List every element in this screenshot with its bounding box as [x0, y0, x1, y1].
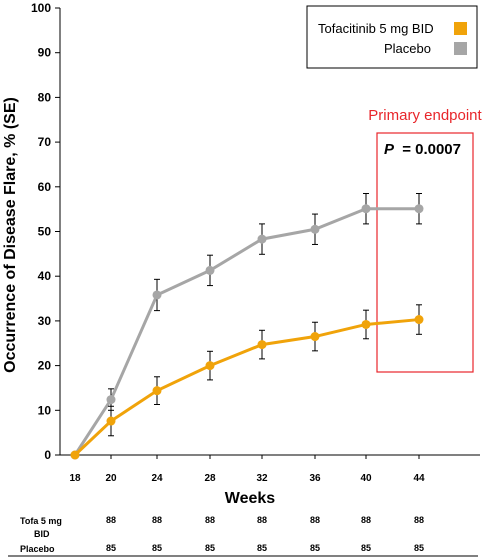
series-placebo — [70, 193, 424, 460]
at-risk-value: 85 — [310, 543, 320, 553]
x-tick-label: 28 — [204, 473, 216, 484]
at-risk-value: 88 — [310, 515, 320, 525]
at-risk-value: 85 — [414, 543, 424, 553]
legend-label-placebo: Placebo — [384, 41, 431, 56]
p-letter: P — [384, 141, 395, 158]
at-risk-value: 85 — [205, 543, 215, 553]
x-tick-label: 32 — [256, 473, 268, 484]
at-risk-value: 88 — [205, 515, 215, 525]
series-layer — [70, 193, 424, 460]
at-risk-value: 85 — [152, 543, 162, 553]
at-risk-value: 88 — [257, 515, 267, 525]
point-tofacitinib — [414, 315, 424, 325]
at-risk-table: Tofa 5 mg BID Placebo 88 88 88 88 88 88 88 85 85… — [8, 515, 478, 557]
point-placebo — [205, 265, 215, 275]
point-placebo — [310, 224, 320, 234]
x-tick-labels: 18 20 24 28 32 36 40 44 — [69, 455, 425, 484]
y-tick-label: 70 — [38, 135, 52, 149]
x-tick-label: 36 — [309, 473, 321, 484]
y-axis-title: Occurrence of Disease Flare, % (SE) — [2, 97, 19, 373]
at-risk-label-tofa-line1: Tofa 5 mg — [20, 516, 62, 526]
x-tick-label: 18 — [69, 473, 81, 484]
y-tick-label: 90 — [38, 46, 52, 60]
legend-box — [306, 5, 478, 69]
legend-label-tofacitinib: Tofacitinib 5 mg BID — [318, 21, 434, 36]
x-tick-label: 24 — [151, 473, 163, 484]
x-tick-label: 44 — [413, 473, 425, 484]
x-tick-label: 20 — [105, 473, 117, 484]
at-risk-value: 88 — [106, 515, 116, 525]
at-risk-label-placebo: Placebo — [20, 544, 55, 554]
legend-swatch-tofacitinib — [454, 22, 467, 35]
point-tofacitinib — [361, 319, 371, 329]
at-risk-value: 85 — [361, 543, 371, 553]
y-tick-label: 10 — [38, 403, 52, 417]
point-tofacitinib — [257, 340, 267, 350]
primary-endpoint-label: Primary endpoint — [368, 107, 482, 124]
point-placebo — [152, 290, 162, 300]
y-tick-label: 0 — [44, 448, 51, 462]
point-placebo — [361, 204, 371, 214]
at-risk-value: 88 — [414, 515, 424, 525]
point-tofacitinib — [205, 361, 215, 371]
point-tofacitinib — [70, 450, 80, 460]
at-risk-value: 85 — [257, 543, 267, 553]
point-placebo — [257, 234, 267, 244]
at-risk-value: 88 — [361, 515, 371, 525]
legend-swatch-placebo — [454, 42, 467, 55]
y-tick-label: 100 — [31, 1, 51, 15]
line-tofacitinib — [73, 318, 420, 457]
axes — [59, 8, 480, 456]
at-risk-value: 88 — [152, 515, 162, 525]
point-tofacitinib — [152, 386, 162, 396]
line-placebo — [73, 207, 419, 456]
x-axis-title: Weeks — [225, 490, 276, 507]
point-tofacitinib — [310, 332, 320, 342]
primary-endpoint-box — [376, 132, 474, 373]
y-tick-label: 50 — [38, 225, 52, 239]
y-tick-label: 60 — [38, 180, 52, 194]
p-value-label: P = 0.0007 — [384, 141, 461, 158]
y-tick-label: 80 — [38, 90, 52, 104]
legend: Tofacitinib 5 mg BID Placebo — [306, 5, 478, 69]
point-placebo — [414, 204, 424, 214]
at-risk-values: 88 88 88 88 88 88 88 85 85 85 85 85 85 85 — [106, 515, 424, 553]
x-tick-label: 40 — [360, 473, 372, 484]
at-risk-value: 85 — [106, 543, 116, 553]
at-risk-label-tofa-line2: BID — [34, 529, 50, 539]
point-tofacitinib — [106, 416, 116, 426]
y-tick-labels: 0 10 20 30 40 50 60 70 80 90 100 — [31, 1, 60, 462]
point-placebo — [106, 395, 116, 405]
y-tick-label: 20 — [38, 359, 52, 373]
p-value: = 0.0007 — [402, 141, 461, 158]
series-tofacitinib — [70, 304, 424, 460]
y-tick-label: 40 — [38, 269, 52, 283]
y-tick-label: 30 — [38, 314, 52, 328]
